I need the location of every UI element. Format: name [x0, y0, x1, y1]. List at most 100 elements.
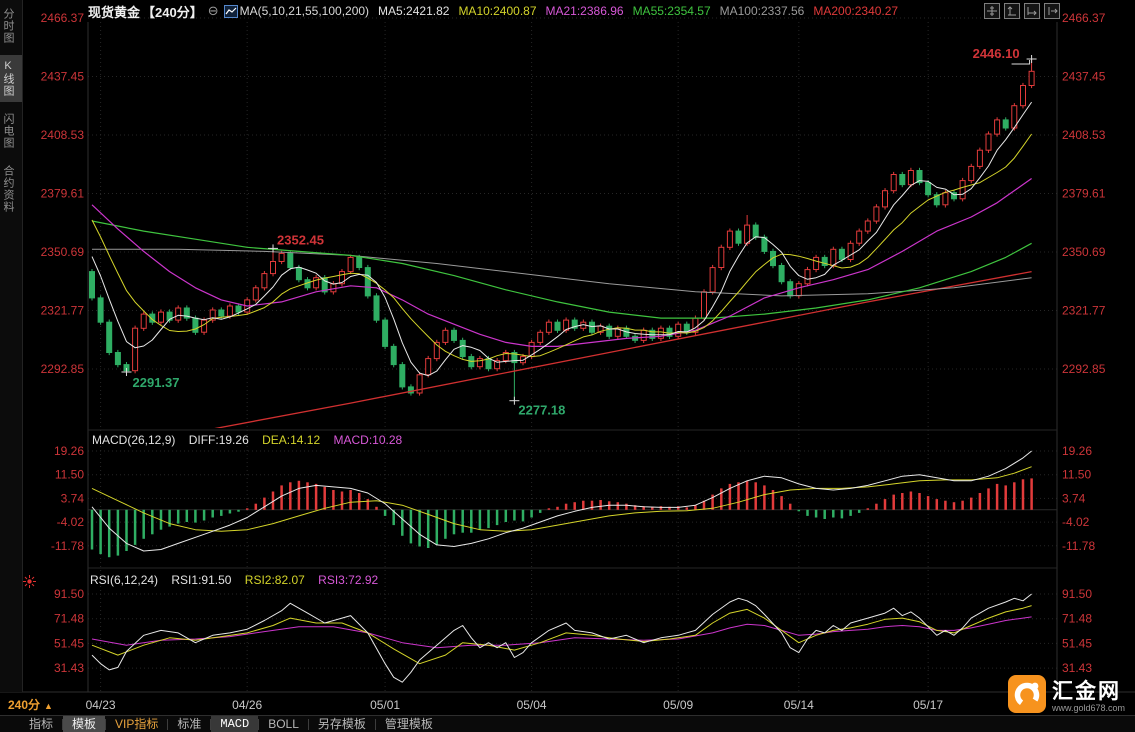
axis-label-right: 51.45 — [1062, 636, 1092, 650]
axis-label-left: 2292.85 — [41, 362, 85, 376]
axis-label-right: 91.50 — [1062, 587, 1092, 601]
rsi-panel-label: RSI(6,12,24) RSI1:91.50 RSI2:82.07 RSI3:… — [90, 573, 378, 587]
x-axis-date-label: 05/17 — [913, 698, 943, 712]
tab-divider — [258, 718, 260, 730]
axis-label-right: 2350.69 — [1062, 245, 1106, 259]
axis-label-left: 3.74 — [61, 491, 85, 505]
rsi-settings-icon[interactable] — [22, 574, 37, 594]
bottom-tab-bar: 指标 模板 VIP指标 标准 MACD BOLL 另存模板 管理模板 — [0, 715, 1135, 732]
axis-label-right: 2408.53 — [1062, 128, 1106, 142]
axis-label-left: 2408.53 — [41, 128, 85, 142]
tab-divider — [167, 718, 169, 730]
axis-label-left: -11.78 — [51, 539, 84, 553]
tab-divider — [307, 718, 309, 730]
price-annotation: 2291.37 — [133, 375, 180, 390]
tab-vip-indicators[interactable]: VIP指标 — [115, 717, 159, 731]
axis-label-right: 2437.45 — [1062, 70, 1106, 84]
axis-label-right: 11.50 — [1062, 468, 1091, 482]
x-axis-date-label: 05/01 — [370, 698, 400, 712]
axis-label-left: 31.43 — [54, 661, 84, 675]
candlestick-series — [89, 59, 1035, 428]
axis-label-left: 11.50 — [55, 468, 84, 482]
tab-divider — [62, 718, 64, 730]
tab-divider — [374, 718, 376, 730]
ma-value-label: MA55:2354.57 — [632, 4, 711, 18]
axis-label-left: 51.45 — [54, 636, 84, 650]
rsi3-value: RSI3:72.92 — [318, 573, 379, 587]
axis-label-left: 2379.61 — [41, 187, 85, 201]
x-axis-labels: 04/23 04/26 05/01 05/04 05/09 05/14 05/17 — [86, 698, 944, 712]
macd-dea-value: DEA:14.12 — [262, 433, 321, 447]
fit-vertical-icon[interactable] — [1004, 3, 1020, 19]
price-annotation: 2352.45 — [277, 232, 324, 247]
macd-title: MACD(26,12,9) — [92, 433, 176, 447]
logo-url: www.gold678.com — [1052, 702, 1126, 713]
x-axis-date-label: 04/26 — [232, 698, 262, 712]
tab-macd[interactable]: MACD — [211, 716, 259, 732]
x-axis-date-label: 05/14 — [784, 698, 814, 712]
axis-label-left: 2466.37 — [41, 11, 85, 25]
tab-save-as-template[interactable]: 另存模板 — [317, 717, 366, 731]
left-sidebar: 分时图 K线图闪电图合约资料 — [0, 0, 23, 692]
logo-name: 汇金网 — [1052, 679, 1121, 703]
zoom-out-icon[interactable]: ⊖ — [207, 3, 219, 18]
rsi1-value: RSI1:91.50 — [171, 573, 232, 587]
axis-label-left: 2437.45 — [41, 70, 85, 84]
price-annotation: 2446.10 — [973, 46, 1020, 61]
sidebar-item-kline-chart[interactable]: K线图 — [0, 55, 22, 102]
ma-values: MA5:2421.82 MA10:2400.87 MA21:2386.96 MA55:… — [369, 4, 898, 18]
axis-label-right: 31.43 — [1062, 661, 1092, 675]
ma-value-label: MA100:2337.56 — [719, 4, 805, 18]
tab-standard[interactable]: 标准 — [177, 717, 202, 731]
site-logo[interactable]: 汇金网 www.gold678.com — [1008, 675, 1125, 718]
axis-label-right: 19.26 — [1062, 444, 1092, 458]
x-axis-date-label: 05/09 — [663, 698, 693, 712]
sidebar-item-flash-chart[interactable]: 闪电图 — [2, 113, 14, 149]
tab-boll[interactable]: BOLL — [268, 717, 299, 731]
x-axis-date-label: 04/23 — [86, 698, 116, 712]
tab-manage-templates[interactable]: 管理模板 — [384, 717, 433, 731]
move-chart-icon[interactable] — [984, 3, 1000, 19]
tab-divider — [210, 718, 212, 730]
macd-series — [88, 450, 1057, 558]
axis-label-right: 2321.77 — [1062, 304, 1106, 318]
price-annotations: 2352.45 2446.10 2291.37 2277.18 — [121, 46, 1037, 418]
top-toolbar: 现货黄金 【240分】 ⊖ MA(5,10,21,55,100,200) MA5… — [88, 0, 1135, 22]
x-axis-date-label: 05/04 — [517, 698, 547, 712]
ma-value-label: MA5:2421.82 — [378, 4, 450, 18]
axis-label-left: 19.26 — [54, 444, 84, 458]
tab-indicators[interactable]: 指标 — [29, 717, 54, 731]
triangle-up-icon: ▲ — [44, 701, 53, 711]
price-axis-labels: 2466.37 2466.37 2437.45 2437.45 2408.53 2408.… — [41, 11, 1106, 675]
ma-chart-icon — [223, 4, 238, 18]
window-control-icons — [984, 3, 1060, 19]
axis-label-right: 3.74 — [1062, 491, 1086, 505]
grid — [0, 17, 1135, 693]
axis-label-left: 2321.77 — [41, 304, 85, 318]
sidebar-item-contract-info[interactable]: 合约资料 — [2, 165, 14, 213]
sidebar-item-time-chart[interactable]: 分时图 — [2, 8, 14, 44]
logo-icon — [1008, 675, 1046, 718]
axis-label-right: -4.02 — [1062, 515, 1090, 529]
timeframe-selector[interactable]: 240分 ▲ — [8, 696, 53, 713]
tab-templates[interactable]: 模板 — [63, 716, 106, 732]
collapse-panel-icon[interactable] — [1044, 3, 1060, 19]
axis-label-right: -11.78 — [1062, 539, 1095, 553]
axis-label-right: 2292.85 — [1062, 362, 1106, 376]
axis-label-left: 2350.69 — [41, 245, 85, 259]
rsi-series — [91, 593, 1032, 683]
period-label: 【240分】 — [142, 4, 203, 20]
ma-value-label: MA21:2386.96 — [545, 4, 624, 18]
rsi2-value: RSI2:82.07 — [244, 573, 305, 587]
price-annotation: 2277.18 — [518, 403, 565, 418]
macd-macd-value: MACD:10.28 — [333, 433, 403, 447]
fit-horizontal-icon[interactable] — [1024, 3, 1040, 19]
timeframe-label: 240分 — [8, 698, 41, 712]
axis-label-right: 71.48 — [1062, 612, 1092, 626]
rsi-title: RSI(6,12,24) — [90, 573, 159, 587]
axis-label-left: 71.48 — [54, 612, 84, 626]
ma-value-label: MA10:2400.87 — [458, 4, 537, 18]
ma-settings-label[interactable]: MA(5,10,21,55,100,200) — [239, 4, 370, 18]
